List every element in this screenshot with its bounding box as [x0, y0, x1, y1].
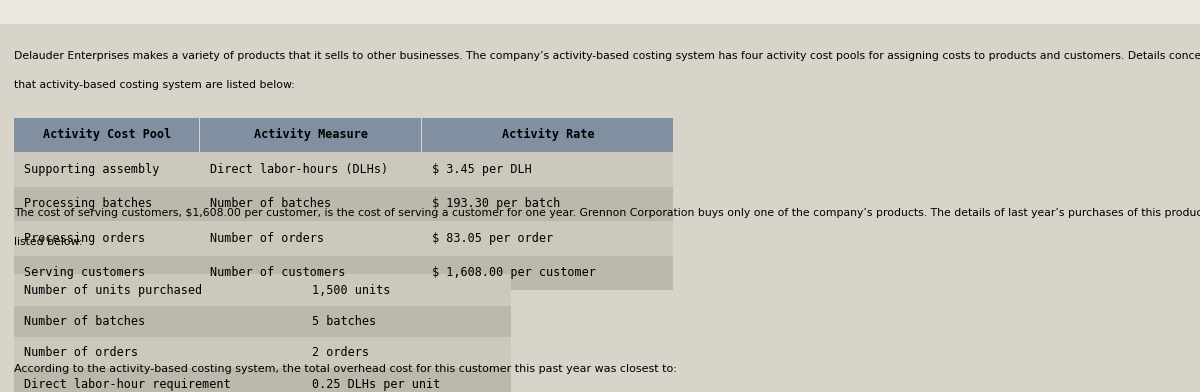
Text: Processing batches: Processing batches — [24, 197, 152, 211]
Text: Delauder Enterprises makes a variety of products that it sells to other business: Delauder Enterprises makes a variety of … — [14, 51, 1200, 61]
Text: Number of batches: Number of batches — [24, 315, 145, 328]
Text: Serving customers: Serving customers — [24, 266, 145, 279]
Text: listed below:: listed below: — [14, 237, 83, 247]
Text: The cost of serving customers, $1,608.00 per customer, is the cost of serving a : The cost of serving customers, $1,608.00… — [14, 208, 1200, 218]
Bar — [0, 0, 1200, 24]
Text: that activity-based costing system are listed below:: that activity-based costing system are l… — [14, 80, 295, 91]
Text: According to the activity-based costing system, the total overhead cost for this: According to the activity-based costing … — [14, 364, 677, 374]
Text: Number of batches: Number of batches — [210, 197, 331, 211]
Text: 1,500 units: 1,500 units — [312, 283, 390, 297]
Text: Activity Cost Pool: Activity Cost Pool — [43, 128, 172, 142]
Text: Direct labor-hours (DLHs): Direct labor-hours (DLHs) — [210, 163, 388, 176]
Bar — [422, 118, 673, 152]
Text: Number of units purchased: Number of units purchased — [24, 283, 202, 297]
Text: Number of orders: Number of orders — [24, 346, 138, 359]
Text: $ 83.05 per order: $ 83.05 per order — [432, 232, 553, 245]
Text: Number of orders: Number of orders — [210, 232, 324, 245]
Text: 2 orders: 2 orders — [312, 346, 370, 359]
Text: $ 3.45 per DLH: $ 3.45 per DLH — [432, 163, 532, 176]
Bar — [14, 274, 511, 306]
Text: 5 batches: 5 batches — [312, 315, 376, 328]
Text: Activity Rate: Activity Rate — [502, 128, 595, 142]
Text: Supporting assembly: Supporting assembly — [24, 163, 160, 176]
Bar — [14, 152, 673, 187]
Bar — [14, 187, 673, 221]
Bar — [200, 118, 421, 152]
Text: 0.25 DLHs per unit: 0.25 DLHs per unit — [312, 377, 440, 391]
Text: Number of customers: Number of customers — [210, 266, 346, 279]
Text: Processing orders: Processing orders — [24, 232, 145, 245]
Text: $ 1,608.00 per customer: $ 1,608.00 per customer — [432, 266, 596, 279]
Bar — [14, 368, 511, 392]
Text: Direct labor-hour requirement: Direct labor-hour requirement — [24, 377, 230, 391]
Text: Activity Measure: Activity Measure — [254, 128, 368, 142]
Bar — [14, 118, 199, 152]
Text: $ 193.30 per batch: $ 193.30 per batch — [432, 197, 560, 211]
Bar — [14, 256, 673, 290]
Bar — [14, 337, 511, 368]
Bar — [14, 221, 673, 256]
Bar — [14, 306, 511, 337]
